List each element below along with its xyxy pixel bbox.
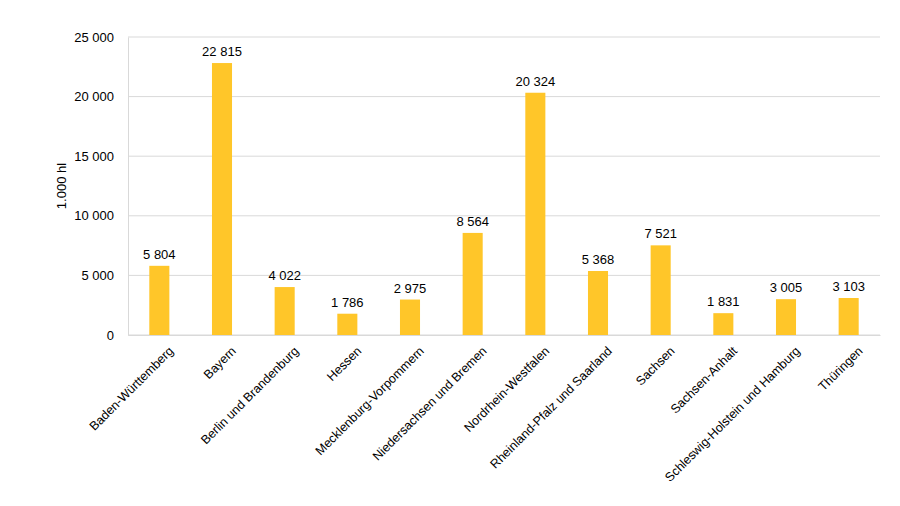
y-axis-line	[128, 38, 129, 336]
bar	[149, 266, 169, 335]
y-axis-title: 1.000 hl	[54, 163, 69, 209]
x-tick-label: Niedersachsen und Bremen	[370, 344, 489, 463]
plot: 0 5 000 10 000 15 000 20 000 25 000 Baden-Würt…	[74, 30, 880, 485]
data-label: 3 103	[832, 279, 865, 294]
y-tick-label: 0	[107, 328, 114, 343]
data-label: 5 804	[143, 247, 176, 262]
x-tick-label: Bayern	[201, 344, 239, 382]
y-tick: 15 000	[74, 149, 128, 164]
bar	[212, 63, 232, 335]
y-tick-label: 25 000	[74, 30, 114, 45]
x-tick: Rheinland-Pfalz und Saarland	[488, 335, 615, 471]
bar	[525, 93, 545, 335]
bar	[713, 313, 733, 335]
data-label: 20 324	[515, 74, 555, 89]
grid-line	[128, 215, 880, 216]
x-tick: Baden-Württemberg	[87, 335, 177, 433]
grid-line	[128, 335, 880, 336]
bars	[149, 63, 858, 335]
y-tick-label: 5 000	[81, 268, 114, 283]
bar	[400, 300, 420, 335]
data-label: 8 564	[456, 214, 489, 229]
x-tick-label: Thüringen	[816, 344, 866, 394]
data-label: 5 368	[582, 252, 615, 267]
x-tick-label: Sachsen-Anhalt	[668, 344, 741, 417]
y-tick: 10 000	[74, 208, 128, 223]
y-tick: 20 000	[74, 89, 128, 104]
data-label: 2 975	[394, 281, 427, 296]
chart: 0 5 000 10 000 15 000 20 000 25 000 Baden-Würt…	[0, 0, 900, 506]
x-tick: Sachsen-Anhalt	[668, 335, 741, 416]
grid-line	[128, 275, 880, 276]
bar	[275, 287, 295, 335]
x-axis-line	[129, 335, 881, 336]
bar	[463, 233, 483, 335]
grid	[128, 37, 880, 335]
data-label: 22 815	[202, 44, 242, 59]
bar	[337, 314, 357, 335]
x-tick: Berlin und Brandenburg	[198, 335, 301, 447]
x-tick-label: Mecklenburg-Vorpommern	[313, 344, 427, 458]
data-label: 1 831	[707, 294, 740, 309]
x-tick: Thüringen	[816, 335, 866, 394]
data-label: 1 786	[331, 295, 364, 310]
y-tick-label: 15 000	[74, 149, 114, 164]
grid-line	[128, 156, 880, 157]
data-label: 4 022	[268, 268, 301, 283]
x-tick: Schleswig-Holstein und Hamburg	[662, 335, 803, 485]
y-tick: 25 000	[74, 30, 128, 45]
x-tick-label: Sachsen	[633, 344, 677, 388]
y-tick: 0	[107, 328, 128, 343]
bar	[839, 298, 859, 335]
x-tick-label: Schleswig-Holstein und Hamburg	[662, 344, 803, 485]
bar	[776, 299, 796, 335]
y-axis: 0 5 000 10 000 15 000 20 000 25 000	[74, 30, 128, 343]
y-tick: 5 000	[81, 268, 128, 283]
x-tick-label: Baden-Württemberg	[87, 344, 177, 434]
grid-line	[128, 37, 880, 38]
bar	[651, 245, 671, 335]
data-label: 3 005	[770, 280, 803, 295]
data-label: 7 521	[644, 226, 677, 241]
x-tick: Sachsen	[633, 335, 677, 388]
x-tick-label: Berlin und Brandenburg	[198, 344, 301, 447]
grid-line	[128, 96, 880, 97]
x-tick-label: Hessen	[324, 344, 364, 384]
x-tick: Hessen	[324, 335, 364, 384]
bar	[588, 271, 608, 335]
x-axis: Baden-Württemberg BayernBerlin und Brande…	[87, 335, 881, 485]
x-tick-label: Rheinland-Pfalz und Saarland	[488, 344, 615, 471]
x-tick: Bayern	[201, 335, 239, 382]
x-tick: Mecklenburg-Vorpommern	[313, 335, 427, 458]
x-tick: Niedersachsen und Bremen	[370, 335, 489, 463]
y-tick-label: 20 000	[74, 89, 114, 104]
y-tick-label: 10 000	[74, 208, 114, 223]
data-labels: 5 804 22 815 4 022 1 786 2 975 8 564 20 324 5 3…	[143, 44, 865, 310]
